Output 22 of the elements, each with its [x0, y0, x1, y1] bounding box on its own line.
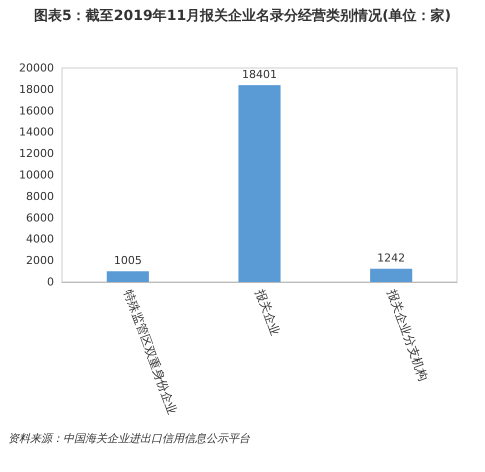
- data-label: 1242: [377, 252, 406, 265]
- y-tick-label: 2000: [26, 254, 54, 268]
- bar: [106, 271, 149, 282]
- x-tick-label: 特殊监管区双重身份企业: [121, 288, 180, 416]
- y-tick-label: 16000: [19, 104, 54, 118]
- data-label: 18401: [242, 68, 277, 82]
- bar: [370, 268, 412, 282]
- y-tick-label: 18000: [19, 82, 54, 96]
- data-label: 1005: [114, 254, 142, 268]
- y-tick-label: 4000: [26, 232, 54, 246]
- x-tick-label: 报关企业: [252, 286, 282, 338]
- y-tick-label: 20000: [19, 62, 54, 74]
- y-tick-label: 6000: [26, 211, 54, 224]
- bar: [238, 85, 281, 282]
- y-tick-label: 8000: [26, 190, 54, 203]
- chart-title: 图表5：截至2019年11月报关企业名录分经营类别情况(单位：家): [34, 7, 451, 24]
- y-tick-label: 10000: [19, 168, 54, 182]
- y-tick-label: 0: [47, 276, 54, 288]
- y-tick-label: 14000: [19, 126, 54, 139]
- text: 资料来源：中国海关企业进出口信用信息公示平台: [8, 432, 250, 445]
- y-tick-label: 12000: [19, 147, 54, 160]
- x-tick-label: 报关企业分支机构: [384, 286, 431, 383]
